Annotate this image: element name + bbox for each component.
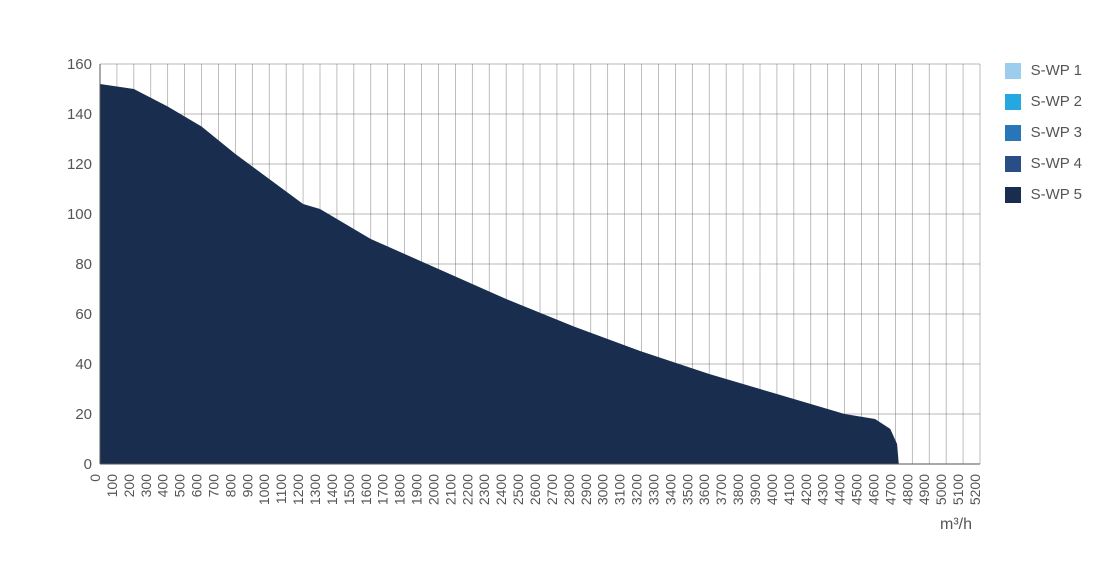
x-tick-label: 3900: [747, 474, 763, 505]
legend-label: S-WP 5: [1031, 186, 1082, 203]
x-tick-label: 4400: [832, 474, 848, 505]
legend-item: S-WP 2: [1005, 93, 1082, 110]
legend-label: S-WP 3: [1031, 124, 1082, 141]
x-tick-label: 4300: [815, 474, 831, 505]
x-tick-label: 300: [138, 474, 154, 498]
x-tick-label: 3300: [645, 474, 661, 505]
y-tick-label: 80: [75, 256, 92, 273]
x-tick-label: 1700: [375, 474, 391, 505]
x-tick-label: 5100: [950, 474, 966, 505]
legend-label: S-WP 2: [1031, 93, 1082, 110]
y-tick-label: 120: [67, 156, 92, 173]
x-tick-label: 700: [205, 474, 221, 498]
x-tick-label: 600: [189, 474, 205, 498]
x-tick-label: 2000: [425, 474, 441, 505]
x-tick-label: 4500: [849, 474, 865, 505]
legend-item: S-WP 3: [1005, 124, 1082, 141]
y-tick-label: 40: [75, 356, 92, 373]
x-tick-label: 2800: [561, 474, 577, 505]
x-tick-label: 500: [172, 474, 188, 498]
x-tick-label: 1600: [358, 474, 374, 505]
x-tick-label: 4100: [781, 474, 797, 505]
x-tick-label: 3100: [612, 474, 628, 505]
x-tick-label: 2700: [544, 474, 560, 505]
x-tick-label: 2900: [578, 474, 594, 505]
x-tick-label: 1300: [307, 474, 323, 505]
x-tick-label: 800: [222, 474, 238, 498]
pump-curve-chart: 0204060801001201401600100200300400500600…: [0, 0, 1110, 588]
legend: S-WP 1 S-WP 2 S-WP 3 S-WP 4 S-WP 5: [1005, 62, 1082, 217]
x-tick-label: 3200: [629, 474, 645, 505]
y-tick-label: 100: [67, 206, 92, 223]
legend-label: S-WP 1: [1031, 62, 1082, 79]
x-tick-label: 4800: [899, 474, 915, 505]
x-tick-label: 2500: [510, 474, 526, 505]
x-tick-label: 2600: [527, 474, 543, 505]
x-tick-label: 5200: [967, 474, 983, 505]
x-tick-label: 4200: [798, 474, 814, 505]
legend-swatch: [1005, 125, 1021, 141]
x-tick-label: 100: [104, 474, 120, 498]
x-tick-label: 1800: [392, 474, 408, 505]
legend-swatch: [1005, 187, 1021, 203]
legend-item: S-WP 5: [1005, 186, 1082, 203]
x-tick-label: 3700: [713, 474, 729, 505]
legend-item: S-WP 4: [1005, 155, 1082, 172]
x-tick-label: 3500: [679, 474, 695, 505]
x-tick-label: 2100: [442, 474, 458, 505]
legend-label: S-WP 4: [1031, 155, 1082, 172]
x-tick-label: 1200: [290, 474, 306, 505]
x-tick-label: 4700: [882, 474, 898, 505]
chart-container: S-WP Pump Curves - 60 Hz mWc 02040608010…: [0, 0, 1110, 588]
x-tick-label: 3600: [696, 474, 712, 505]
x-tick-label: 400: [155, 474, 171, 498]
x-tick-label: 4900: [916, 474, 932, 505]
y-tick-label: 0: [84, 456, 92, 473]
x-tick-label: 3000: [595, 474, 611, 505]
y-tick-label: 160: [67, 56, 92, 73]
x-tick-label: 4000: [764, 474, 780, 505]
x-tick-label: 1100: [273, 474, 289, 504]
legend-swatch: [1005, 63, 1021, 79]
x-tick-label: 900: [239, 474, 255, 498]
x-tick-label: 0: [87, 474, 103, 482]
x-tick-label: 2300: [476, 474, 492, 505]
y-tick-label: 60: [75, 306, 92, 323]
legend-swatch: [1005, 156, 1021, 172]
x-tick-label: 1900: [409, 474, 425, 505]
x-tick-label: 2400: [493, 474, 509, 505]
x-tick-label: 200: [121, 474, 137, 498]
x-tick-label: 2200: [459, 474, 475, 505]
x-tick-label: 3800: [730, 474, 746, 505]
x-tick-label: 5000: [933, 474, 949, 505]
x-tick-label: 1000: [256, 474, 272, 505]
legend-item: S-WP 1: [1005, 62, 1082, 79]
x-tick-label: 1400: [324, 474, 340, 505]
y-tick-label: 140: [67, 106, 92, 123]
x-axis-label: m³/h: [940, 516, 972, 534]
x-tick-label: 4600: [865, 474, 881, 505]
x-tick-label: 3400: [662, 474, 678, 505]
legend-swatch: [1005, 94, 1021, 110]
y-tick-label: 20: [75, 406, 92, 423]
x-tick-label: 1500: [341, 474, 357, 505]
